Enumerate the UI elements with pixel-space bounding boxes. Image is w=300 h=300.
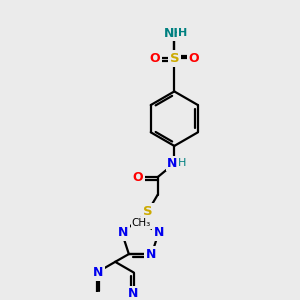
Text: CH₃: CH₃ — [132, 218, 151, 228]
Text: N: N — [92, 266, 103, 279]
Text: S: S — [143, 205, 153, 218]
Text: N: N — [146, 248, 156, 261]
Text: O: O — [132, 170, 143, 184]
Text: H: H — [178, 158, 186, 168]
Text: N: N — [128, 287, 138, 300]
Text: N: N — [154, 226, 164, 239]
Text: N: N — [167, 157, 178, 170]
Text: S: S — [169, 52, 179, 65]
Text: H: H — [178, 28, 188, 38]
Text: NH: NH — [164, 27, 185, 40]
Text: N: N — [118, 226, 128, 239]
Text: O: O — [150, 52, 160, 65]
Text: O: O — [188, 52, 199, 65]
